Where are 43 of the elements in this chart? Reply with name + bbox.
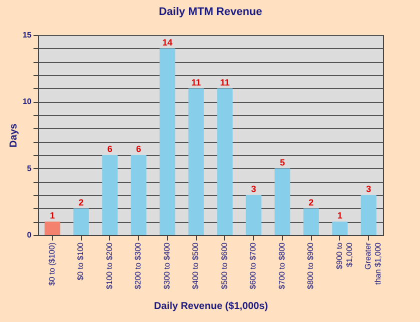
y-tick-label: 0 (27, 230, 32, 240)
x-tick-label: $0 to $100 (76, 242, 86, 280)
data-label: 3 (366, 184, 372, 194)
data-label: 6 (136, 144, 142, 154)
bar (246, 195, 262, 235)
x-tick-label: $800 to $900 (306, 242, 316, 290)
data-label: 6 (107, 144, 112, 154)
y-tick-label: 15 (22, 30, 32, 40)
chart-title: Daily MTM Revenue (158, 6, 262, 18)
x-axis-title: Daily Revenue ($1,000s) (154, 301, 268, 312)
x-tick-label: $300 to $400 (162, 242, 172, 290)
bar (102, 155, 118, 235)
bar (188, 88, 204, 235)
x-tick-label: $100 to $200 (104, 242, 114, 290)
bar (217, 88, 233, 235)
y-axis-title: Days (8, 123, 20, 148)
x-tick-label: $600 to $700 (248, 242, 258, 290)
y-tick-label: 10 (22, 97, 32, 106)
x-tick-label: $500 to $600 (220, 242, 229, 290)
bar (332, 222, 348, 235)
data-label: 1 (337, 210, 342, 221)
bar (44, 222, 60, 235)
data-label: 1 (50, 210, 55, 221)
data-label: 3 (251, 184, 256, 194)
data-label: 14 (162, 37, 172, 48)
x-tick-label: $900 to $1,000 (334, 242, 354, 270)
x-tick-label: $700 to $800 (277, 242, 286, 290)
data-label: 11 (191, 77, 201, 88)
data-label: 2 (308, 197, 314, 208)
y-tick-label: 5 (27, 164, 32, 173)
bar (303, 208, 319, 235)
bar (130, 155, 146, 235)
data-label: 5 (280, 157, 285, 168)
bar (360, 195, 376, 235)
bar (274, 168, 290, 235)
data-label: 2 (78, 197, 84, 208)
x-tick-label: $200 to $300 (134, 242, 143, 290)
x-tick-label: $0 to ($100) (47, 242, 56, 286)
data-label: 11 (220, 77, 230, 88)
bar (160, 48, 176, 235)
x-tick-label: $400 to $500 (191, 242, 200, 290)
x-tick-label: Greater than $1,000 (364, 242, 383, 285)
bar (73, 208, 89, 235)
